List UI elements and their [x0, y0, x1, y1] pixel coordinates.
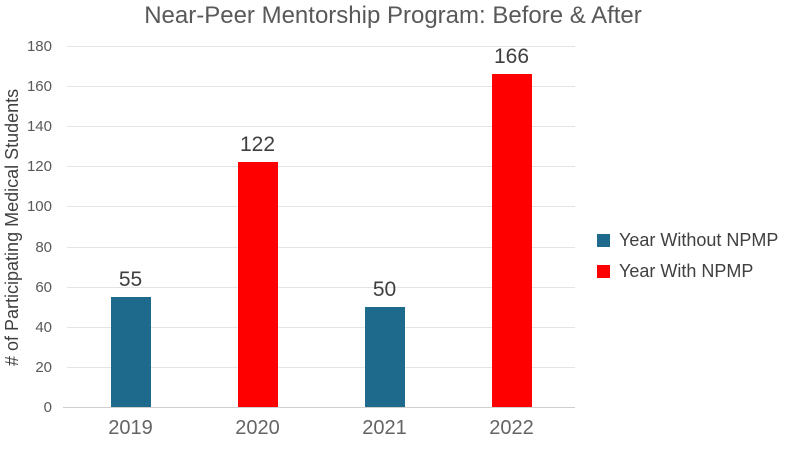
y-tick-label-0: 0 [43, 399, 52, 416]
bar-2019 [110, 296, 151, 407]
chart-title: Near-Peer Mentorship Program: Before & A… [144, 2, 642, 29]
gridline-y-180 [67, 46, 575, 47]
gridline-y-120 [67, 166, 575, 168]
gridline-y-40 [67, 326, 575, 328]
y-tick-label-40: 40 [35, 318, 52, 336]
legend-label: Year With NPMP [619, 260, 754, 281]
y-tick-label-60: 60 [35, 278, 52, 296]
y-tick-label-80: 80 [35, 238, 52, 256]
bar-value-label-2022: 166 [493, 45, 530, 69]
gridline-y-140 [67, 126, 575, 128]
x-axis-line [63, 407, 575, 408]
bar-2020 [237, 162, 278, 407]
x-axis-labels: 2019 2020 2021 2022 [67, 417, 575, 443]
plot-area: 55 122 50 166 [63, 45, 575, 408]
gridline-y-20 [67, 366, 575, 368]
bar-value-label-2019: 55 [118, 267, 143, 291]
legend-item-0: Year Without NPMP [597, 229, 778, 251]
legend: Year Without NPMP Year With NPMP [597, 229, 778, 291]
x-tick-label-2021: 2021 [362, 417, 407, 439]
y-tick-label-160: 160 [26, 78, 52, 96]
x-tick-label-2022: 2022 [489, 417, 534, 439]
bar-value-label-2021: 50 [372, 277, 397, 301]
bar-2021 [364, 306, 405, 407]
legend-label: Year Without NPMP [619, 229, 779, 250]
y-tick-label-100: 100 [26, 198, 52, 216]
gridline-y-80 [67, 246, 575, 248]
y-tick-label-120: 120 [26, 158, 52, 176]
y-tick-label-20: 20 [35, 358, 52, 376]
y-tick-label-180: 180 [26, 38, 52, 55]
y-tick-label-140: 140 [26, 118, 52, 136]
x-tick-label-2019: 2019 [108, 417, 153, 439]
legend-color-swatch-icon [597, 264, 610, 278]
gridline-y-160 [67, 86, 575, 88]
gridline-y-60 [67, 286, 575, 288]
y-axis-tick-labels: 0 20 40 60 80 100 120 140 160 180 [0, 38, 52, 416]
bar-2022 [491, 74, 532, 407]
gridline-y-100 [67, 206, 575, 208]
x-tick-label-2020: 2020 [235, 417, 280, 439]
legend-item-1: Year With NPMP [597, 260, 778, 282]
bar-value-label-2020: 122 [239, 133, 276, 157]
legend-color-swatch-icon [597, 233, 610, 247]
